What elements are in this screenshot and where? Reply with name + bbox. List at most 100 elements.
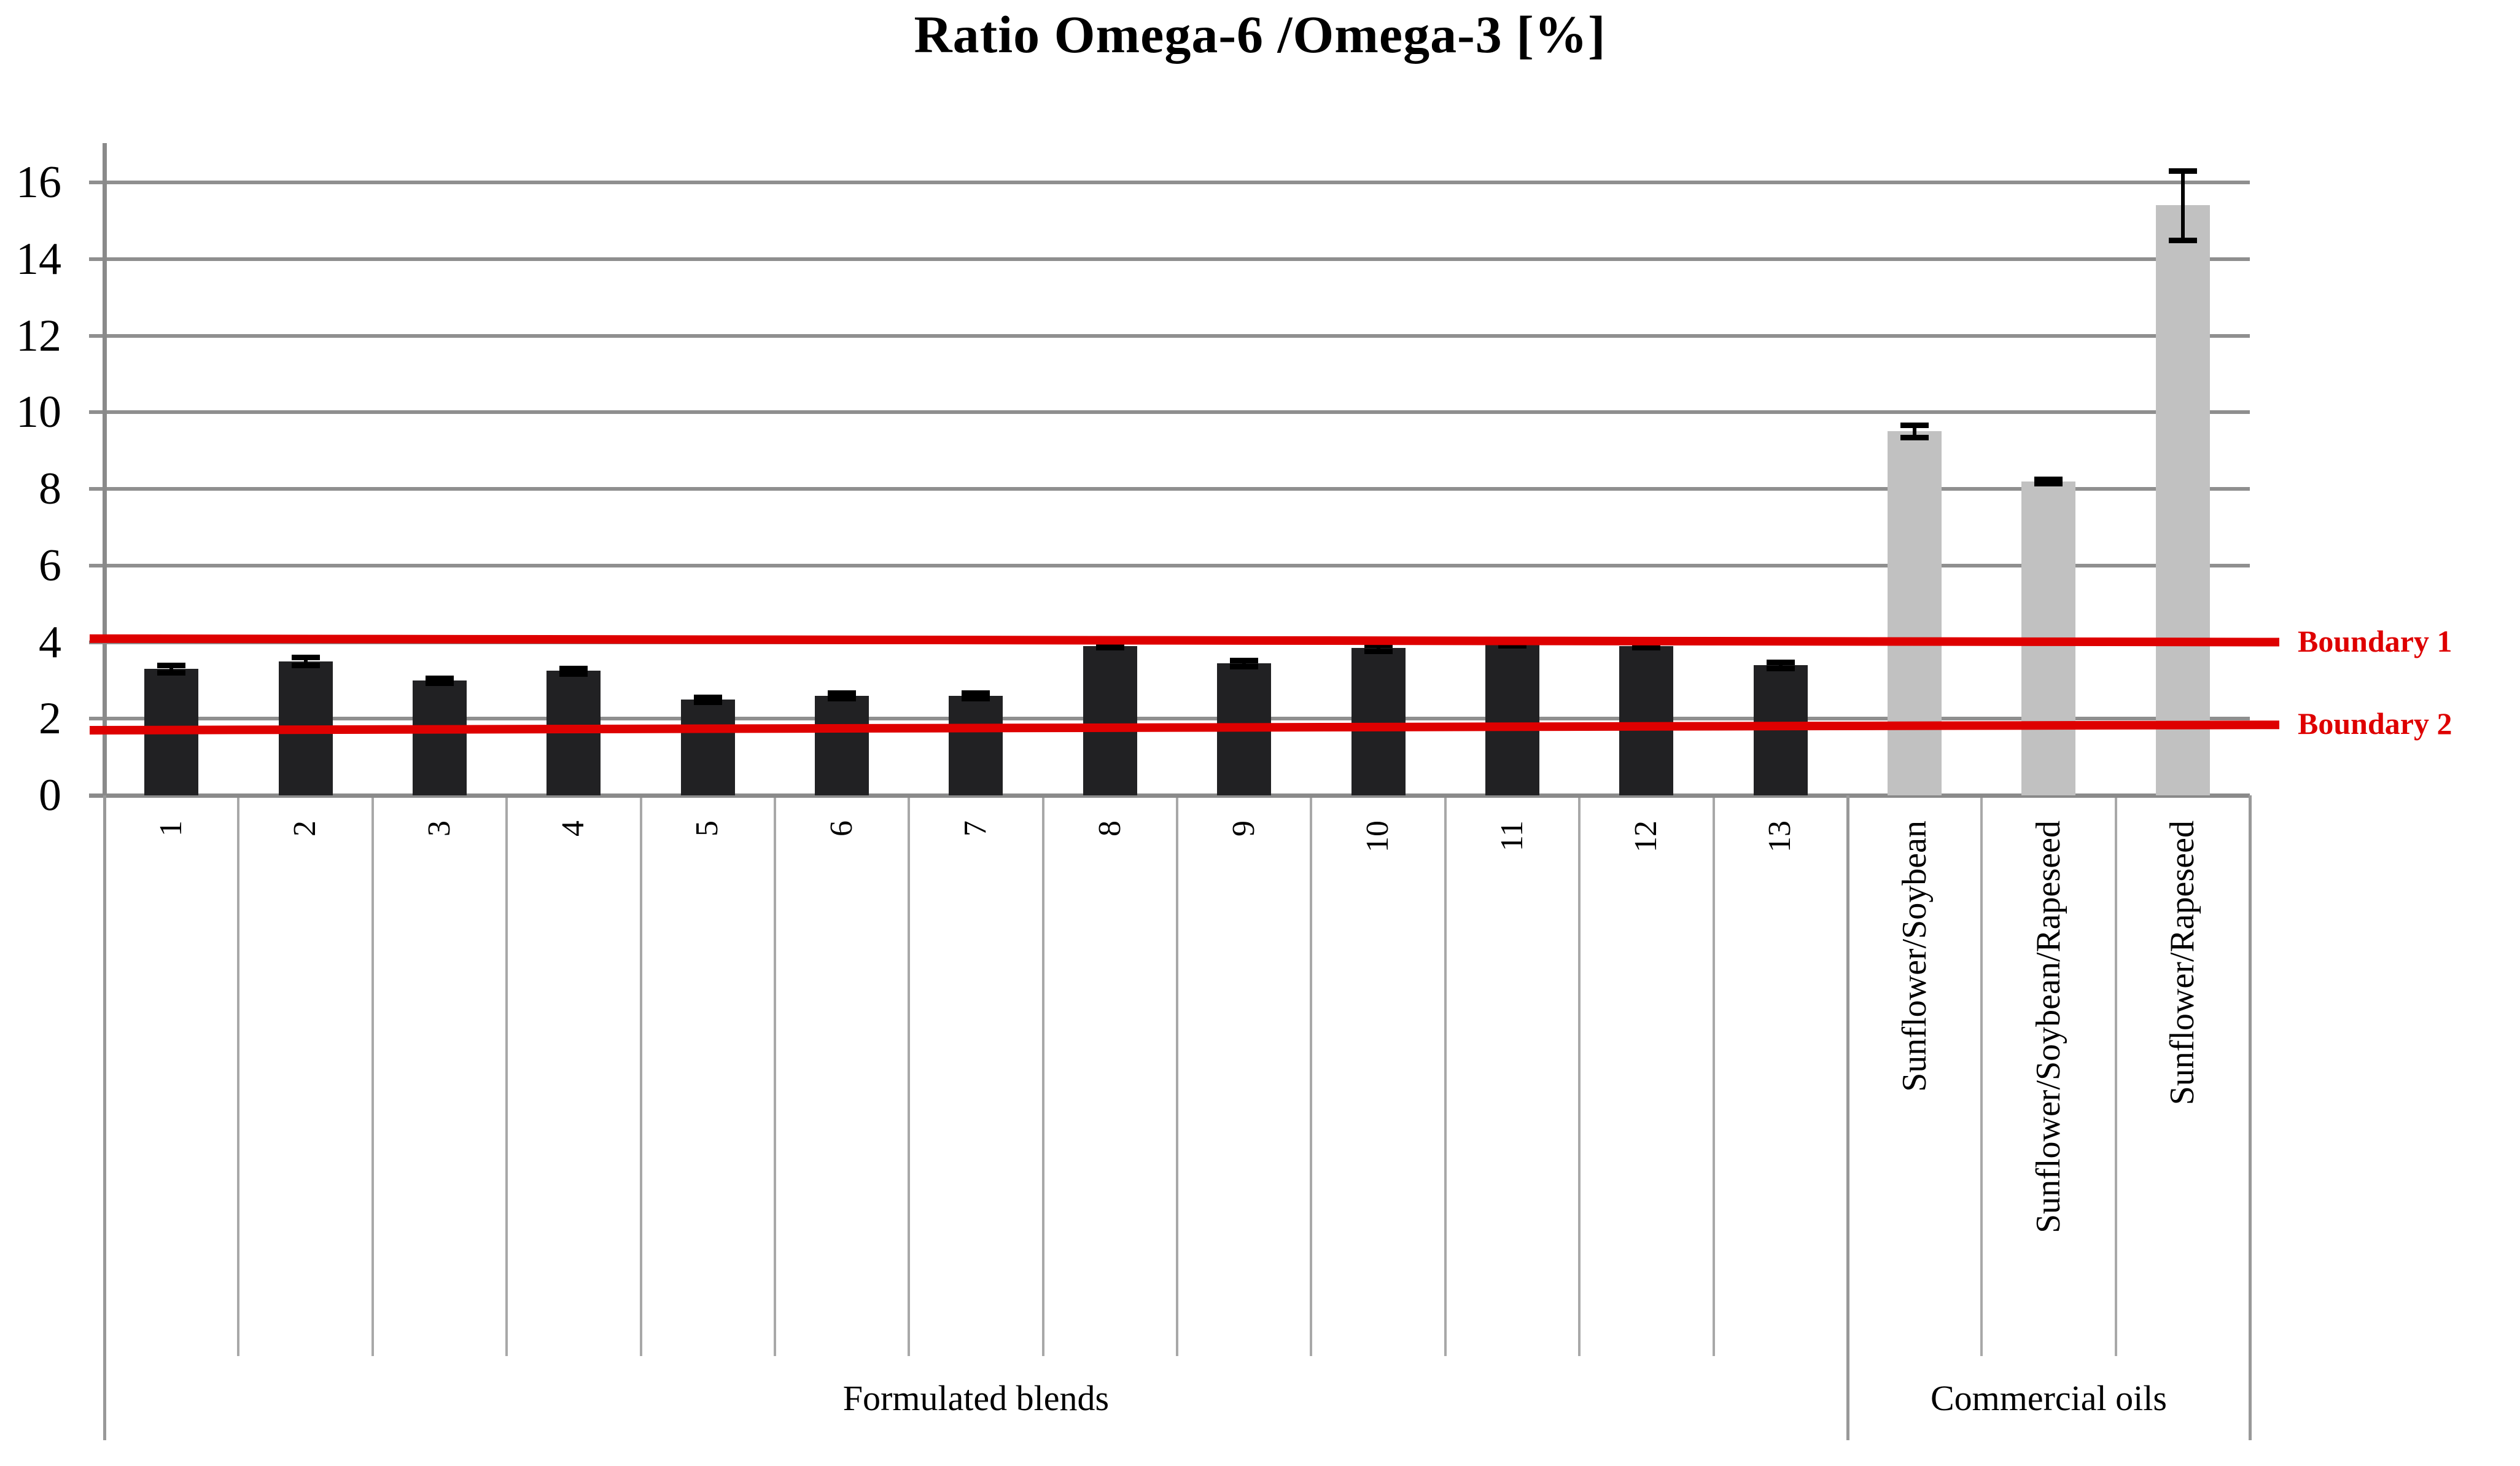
error-bar-cap-top-3 xyxy=(425,675,454,681)
group-boundary-line-1 xyxy=(1846,795,1849,1440)
error-bar-cap-bottom-8 xyxy=(1095,645,1124,651)
error-bar-cap-bottom-Sunflower/Soybean xyxy=(1900,435,1929,441)
gridline-y-6 xyxy=(89,563,2250,567)
error-bar-cap-bottom-1 xyxy=(157,670,186,676)
x-category-label-12: 12 xyxy=(1628,821,1664,852)
category-separator-6 xyxy=(908,798,911,1356)
category-separator-3 xyxy=(505,798,508,1356)
x-category-label-2: 2 xyxy=(287,821,323,836)
group-boundary-line-2 xyxy=(2249,795,2252,1440)
x-category-cell-2: 2 xyxy=(238,800,372,1356)
y-tick-label-0: 0 xyxy=(39,770,61,821)
x-category-label-13: 13 xyxy=(1762,821,1798,852)
bar-category-Sunflower/Soybean xyxy=(1888,431,1942,795)
x-category-label-7: 7 xyxy=(958,821,994,836)
boundary-2-label: Boundary 2 xyxy=(2298,706,2452,741)
gridline-y-8 xyxy=(89,487,2250,491)
x-category-cell-6: 6 xyxy=(775,800,909,1356)
error-bar-cap-bottom-2 xyxy=(291,662,320,668)
gridline-y-2 xyxy=(89,717,2250,721)
y-axis-line xyxy=(103,143,107,798)
chart-title: Ratio Omega-6 /Omega-3 [%] xyxy=(914,5,1606,64)
error-bar-cap-top-1 xyxy=(157,662,186,668)
error-bar-cap-bottom-11 xyxy=(1498,643,1526,649)
y-tick-label-14: 14 xyxy=(16,233,61,284)
x-category-cell-7: 7 xyxy=(909,800,1043,1356)
error-bar-cap-top-10 xyxy=(1364,642,1393,648)
error-bar-cap-top-9 xyxy=(1230,657,1259,663)
error-bar-cap-top-6 xyxy=(828,690,857,696)
x-category-label-8: 8 xyxy=(1092,821,1127,836)
bar-category-10 xyxy=(1351,647,1406,795)
error-bar-cap-top-8 xyxy=(1095,642,1124,648)
boundary-1-label: Boundary 1 xyxy=(2298,623,2452,658)
bar-category-3 xyxy=(412,680,467,795)
error-bar-cap-bottom-5 xyxy=(693,699,722,705)
error-bar-cap-bottom-13 xyxy=(1766,665,1795,671)
error-bar-cap-top-7 xyxy=(962,690,990,696)
gridline-y-16 xyxy=(89,181,2250,184)
x-axis-line xyxy=(89,793,2250,798)
bar-category-11 xyxy=(1485,644,1539,795)
x-category-cell-10: 10 xyxy=(1311,800,1445,1356)
x-category-cell-4: 4 xyxy=(507,800,640,1356)
x-category-cell-12: 12 xyxy=(1579,800,1713,1356)
x-category-label-Sunflower/Soybean: Sunflower/Soybean xyxy=(1895,821,1934,1092)
error-bar-line-2 xyxy=(303,657,308,665)
y-tick-label-16: 16 xyxy=(16,157,61,208)
bar-category-5 xyxy=(680,700,735,795)
y-tick-label-12: 12 xyxy=(16,310,61,361)
error-bar-cap-top-13 xyxy=(1766,659,1795,665)
y-tick-label-10: 10 xyxy=(16,387,61,438)
error-bar-cap-bottom-3 xyxy=(425,680,454,687)
boundary-2-line xyxy=(89,720,2280,735)
category-separator-4 xyxy=(639,798,642,1356)
x-category-label-9: 9 xyxy=(1226,821,1261,836)
error-bar-cap-bottom-4 xyxy=(559,671,588,677)
error-bar-cap-top-Sunflower/Soybean xyxy=(1900,423,1929,429)
x-category-cell-13: 13 xyxy=(1714,800,1848,1356)
error-bar-cap-bottom-Sunflower/Soybean/Rapeseed xyxy=(2034,481,2063,487)
bar-category-12 xyxy=(1619,645,1674,795)
category-separator-1 xyxy=(237,798,240,1356)
category-separator-5 xyxy=(773,798,776,1356)
error-bar-cap-bottom-7 xyxy=(962,696,990,702)
x-category-cell-Sunflower/Soybean/Rapeseed: Sunflower/Soybean/Rapeseed xyxy=(1981,800,2115,1356)
group-boundary-line-0 xyxy=(103,795,106,1440)
x-category-label-11: 11 xyxy=(1494,821,1530,852)
error-bar-cap-top-4 xyxy=(559,665,588,671)
category-separator-2 xyxy=(371,798,374,1356)
x-category-label-6: 6 xyxy=(823,821,859,836)
category-separator-7 xyxy=(1041,798,1044,1356)
category-separator-8 xyxy=(1176,798,1178,1356)
error-bar-line-Sunflower/Soybean xyxy=(1913,425,1917,438)
y-tick-label-8: 8 xyxy=(39,464,61,514)
category-separator-14 xyxy=(1980,798,1983,1356)
x-group-cell-1: Commercial oils xyxy=(1930,1378,2167,1418)
error-bar-cap-bottom-10 xyxy=(1364,648,1393,654)
x-category-cell-8: 8 xyxy=(1043,800,1177,1356)
x-category-label-5: 5 xyxy=(690,821,725,836)
error-bar-cap-top-Sunflower/Soybean/Rapeseed xyxy=(2034,476,2063,482)
category-separator-11 xyxy=(1578,798,1581,1356)
error-bar-cap-top-5 xyxy=(693,695,722,701)
gridline-y-14 xyxy=(89,257,2250,261)
category-separator-9 xyxy=(1310,798,1313,1356)
gridline-y-12 xyxy=(89,333,2250,338)
category-separator-12 xyxy=(1712,798,1715,1356)
x-category-label-3: 3 xyxy=(421,821,457,836)
error-bar-cap-bottom-9 xyxy=(1230,663,1259,669)
y-tick-label-6: 6 xyxy=(39,540,61,591)
bar-category-8 xyxy=(1083,645,1137,795)
y-tick-label-4: 4 xyxy=(39,617,61,668)
gridline-y-10 xyxy=(89,410,2250,415)
bar-category-6 xyxy=(815,695,869,795)
x-category-cell-9: 9 xyxy=(1177,800,1311,1356)
error-bar-line-1 xyxy=(169,665,174,673)
x-category-cell-3: 3 xyxy=(373,800,507,1356)
x-category-cell-1: 1 xyxy=(104,800,238,1356)
x-group-cell-0: Formulated blends xyxy=(842,1378,1110,1418)
x-category-label-10: 10 xyxy=(1360,821,1396,852)
